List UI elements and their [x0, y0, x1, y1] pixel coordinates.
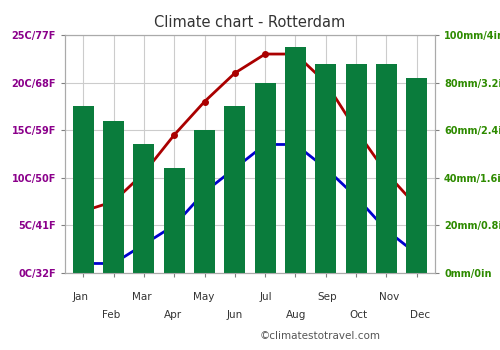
- Title: Climate chart - Rotterdam: Climate chart - Rotterdam: [154, 15, 346, 30]
- Text: Dec: Dec: [410, 310, 430, 320]
- Text: Aug: Aug: [286, 310, 306, 320]
- Text: Jul: Jul: [259, 292, 272, 302]
- Bar: [72, 106, 94, 273]
- Bar: [103, 121, 124, 273]
- Text: Mar: Mar: [132, 292, 152, 302]
- Bar: [406, 78, 427, 273]
- Bar: [376, 64, 397, 273]
- Bar: [133, 145, 154, 273]
- Bar: [285, 47, 306, 273]
- Text: Nov: Nov: [379, 292, 399, 302]
- Text: Feb: Feb: [102, 310, 120, 320]
- Text: May: May: [193, 292, 214, 302]
- Bar: [224, 106, 246, 273]
- Text: Jun: Jun: [226, 310, 242, 320]
- Text: Apr: Apr: [164, 310, 182, 320]
- Text: Sep: Sep: [318, 292, 337, 302]
- Text: Oct: Oct: [349, 310, 367, 320]
- Text: Jan: Jan: [72, 292, 88, 302]
- Text: ©climatestotravel.com: ©climatestotravel.com: [260, 331, 381, 341]
- Bar: [315, 64, 336, 273]
- Bar: [194, 130, 215, 273]
- Bar: [164, 168, 185, 273]
- Legend: Prec, Min, Max: Prec, Min, Max: [69, 345, 266, 350]
- Bar: [254, 83, 276, 273]
- Bar: [346, 64, 367, 273]
